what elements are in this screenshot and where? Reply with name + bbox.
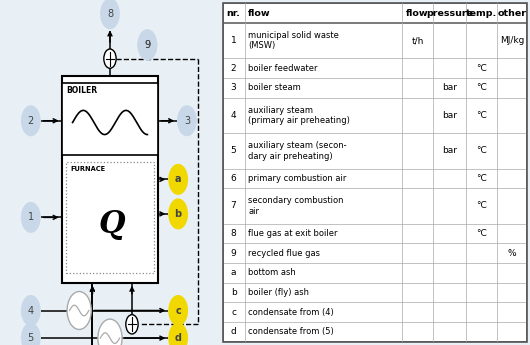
Circle shape [100,0,120,29]
Text: flue gas at exit boiler: flue gas at exit boiler [248,229,338,238]
Text: %: % [508,249,516,258]
Text: 2: 2 [28,116,34,126]
Text: °C: °C [476,229,487,238]
Bar [61,76,158,283]
Text: c: c [231,307,236,317]
Text: bottom ash: bottom ash [248,268,296,277]
Text: 4: 4 [28,306,34,315]
Text: 6: 6 [231,174,236,183]
Text: boiler steam: boiler steam [248,83,301,92]
Text: 8: 8 [231,229,236,238]
Bar [66,162,154,273]
Text: b: b [174,209,182,219]
Text: secondary combustion
air: secondary combustion air [248,196,343,216]
Text: flow: flow [407,9,429,18]
Text: condensate from (4): condensate from (4) [248,307,334,317]
Text: primary combustion air: primary combustion air [248,174,347,183]
Circle shape [98,319,122,345]
Text: °C: °C [476,111,487,120]
Text: pressure: pressure [426,9,473,18]
Text: 8: 8 [107,9,113,19]
Text: a: a [231,268,236,277]
Text: bar: bar [442,146,457,155]
Text: 4: 4 [231,111,236,120]
Circle shape [168,164,188,195]
Circle shape [21,105,41,136]
Text: d: d [175,333,182,343]
Text: condensate from (5): condensate from (5) [248,327,334,336]
Circle shape [126,315,138,334]
Text: °C: °C [476,201,487,210]
Text: °C: °C [476,64,487,73]
Text: nr.: nr. [227,9,241,18]
Text: temp.: temp. [466,9,497,18]
Text: °C: °C [476,83,487,92]
Text: 9: 9 [144,40,151,50]
Text: a: a [175,175,181,184]
Circle shape [21,295,41,326]
Circle shape [168,198,188,229]
Text: °C: °C [476,174,487,183]
Text: boiler feedwater: boiler feedwater [248,64,317,73]
Text: 1: 1 [28,213,34,222]
Circle shape [137,29,157,60]
Circle shape [177,105,197,136]
Text: Q: Q [99,209,126,240]
Text: 9: 9 [231,249,236,258]
Circle shape [67,292,91,329]
Text: 9: 9 [144,40,151,50]
Circle shape [21,323,41,345]
Text: MJ/kg: MJ/kg [500,36,524,45]
Circle shape [104,49,116,68]
Text: °C: °C [476,146,487,155]
Text: b: b [231,288,236,297]
Text: c: c [175,306,181,315]
Circle shape [168,295,188,326]
Text: recycled flue gas: recycled flue gas [248,249,320,258]
Text: boiler (fly) ash: boiler (fly) ash [248,288,309,297]
Circle shape [137,29,157,60]
Text: municipal solid waste
(MSW): municipal solid waste (MSW) [248,31,339,50]
Text: 5: 5 [28,333,34,343]
Bar [61,83,158,155]
Text: FURNACE: FURNACE [70,166,105,172]
Text: flow: flow [248,9,270,18]
Circle shape [168,323,188,345]
Text: 1: 1 [231,36,236,45]
Text: auxiliary steam (secon-
dary air preheating): auxiliary steam (secon- dary air preheat… [248,141,347,160]
Text: bar: bar [442,83,457,92]
Text: d: d [231,327,236,336]
Text: t/h: t/h [411,36,424,45]
Text: other: other [498,9,527,18]
Text: auxiliary steam
(primary air preheating): auxiliary steam (primary air preheating) [248,106,350,125]
Text: 3: 3 [231,83,236,92]
Text: 5: 5 [231,146,236,155]
Text: 7: 7 [231,201,236,210]
Text: bar: bar [442,111,457,120]
Text: 3: 3 [184,116,190,126]
Text: BOILER: BOILER [66,86,97,95]
Text: 2: 2 [231,64,236,73]
Circle shape [21,202,41,233]
